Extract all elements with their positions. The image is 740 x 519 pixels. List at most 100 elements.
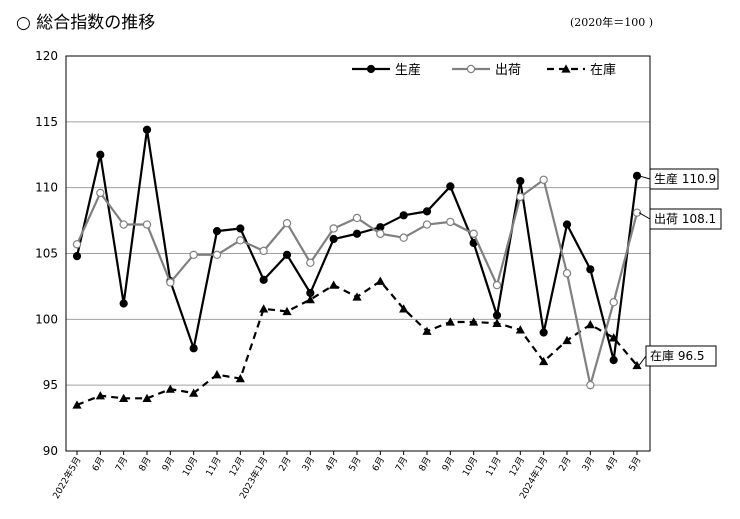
data-point xyxy=(236,236,245,245)
x-tick-label: 5月 xyxy=(347,455,364,473)
x-tick-label: 10月 xyxy=(181,455,201,478)
data-point xyxy=(306,258,315,267)
callout-label: 出荷 108.1 xyxy=(654,212,716,226)
data-point xyxy=(516,192,525,202)
data-point xyxy=(329,234,338,244)
callout-label: 在庫 96.5 xyxy=(650,349,705,363)
data-point xyxy=(259,275,268,284)
x-tick-label: 12月 xyxy=(507,455,527,478)
data-point xyxy=(539,356,549,366)
data-point xyxy=(142,125,152,134)
data-point xyxy=(445,317,455,326)
legend-label: 出荷 xyxy=(495,63,521,78)
x-tick-label: 4月 xyxy=(603,455,620,473)
data-point xyxy=(466,64,476,74)
data-point xyxy=(422,220,432,229)
data-point xyxy=(632,360,642,370)
series-出荷 xyxy=(72,175,642,390)
data-point xyxy=(352,292,362,301)
data-point xyxy=(95,391,105,400)
legend-item: 出荷 xyxy=(452,63,521,78)
data-point xyxy=(305,294,315,304)
gridlines xyxy=(66,121,650,386)
data-point xyxy=(492,311,502,320)
y-tick-labels: 90 95 100 105 110 115 120 xyxy=(35,49,58,458)
legend: 生産 出荷 在庫 xyxy=(352,62,616,78)
unit-note: (2020年＝100 ) xyxy=(570,16,654,29)
data-point xyxy=(72,400,82,409)
data-point xyxy=(585,320,595,329)
x-tick-label: 3月 xyxy=(580,455,597,473)
data-point xyxy=(399,233,408,242)
data-point xyxy=(376,229,385,238)
x-tick-label: 12月 xyxy=(227,455,247,478)
callout-box xyxy=(649,208,722,230)
data-point xyxy=(352,229,362,238)
x-tick-label: 7月 xyxy=(113,455,130,473)
x-tick-label: 8月 xyxy=(137,455,154,473)
x-tick-label: 9月 xyxy=(160,455,177,473)
x-tick-label: 11月 xyxy=(484,455,504,478)
callout-leader xyxy=(638,355,647,366)
data-point xyxy=(375,276,385,285)
callout-box xyxy=(645,345,717,367)
x-tick-label: 9月 xyxy=(440,455,457,473)
data-point xyxy=(469,229,478,238)
data-point xyxy=(352,213,362,223)
data-point xyxy=(96,150,105,159)
x-tick-label: 5月 xyxy=(627,455,644,473)
data-point xyxy=(329,224,338,233)
data-point xyxy=(142,220,152,229)
data-point xyxy=(72,252,82,261)
data-point xyxy=(492,318,502,327)
page-title: ○ 総合指数の推移 xyxy=(16,13,156,33)
data-point xyxy=(539,328,548,337)
data-point xyxy=(282,306,292,316)
x-tick-label: 11月 xyxy=(204,455,224,478)
data-point xyxy=(165,384,175,393)
annotations: 生産 110.9 出荷 108.1 在庫 96.5 xyxy=(638,168,722,367)
data-point xyxy=(259,304,269,313)
x-tick-label: 3月 xyxy=(300,455,317,473)
callout-label: 生産 110.9 xyxy=(654,171,716,186)
data-point xyxy=(212,227,222,236)
data-point xyxy=(446,217,455,227)
data-point xyxy=(609,298,618,307)
data-point xyxy=(212,250,222,260)
data-point xyxy=(329,280,339,289)
data-point xyxy=(259,246,268,256)
x-tick-label: 2月 xyxy=(557,455,574,473)
x-tick-label: 6月 xyxy=(90,455,107,473)
data-point xyxy=(539,175,548,184)
data-point xyxy=(235,373,245,383)
data-point xyxy=(306,288,315,298)
x-tick-label: 6月 xyxy=(370,455,387,473)
legend-item: 生産 xyxy=(352,62,421,78)
series-layer xyxy=(72,125,642,409)
data-point xyxy=(212,370,222,379)
callout-leader xyxy=(638,212,651,220)
callout-leader xyxy=(638,175,651,180)
callout-生産: 生産 110.9 xyxy=(638,168,719,190)
data-point xyxy=(515,325,525,334)
data-point xyxy=(586,265,595,274)
data-point xyxy=(632,208,642,217)
data-point xyxy=(562,335,572,345)
data-point xyxy=(586,380,595,390)
x-tick-label: 8月 xyxy=(417,455,434,473)
data-point xyxy=(422,207,432,216)
y-tick-label: 110 xyxy=(35,181,58,195)
y-tick-label: 105 xyxy=(35,247,58,261)
callout-在庫: 在庫 96.5 xyxy=(638,345,717,367)
x-tick-label: 2月 xyxy=(277,455,294,473)
legend-label: 在庫 xyxy=(590,63,616,78)
data-point xyxy=(562,220,572,229)
data-point xyxy=(189,250,198,260)
series-在庫 xyxy=(72,276,642,409)
data-point xyxy=(189,344,198,353)
data-point xyxy=(562,269,572,278)
data-point xyxy=(96,188,105,198)
data-point xyxy=(399,304,409,313)
